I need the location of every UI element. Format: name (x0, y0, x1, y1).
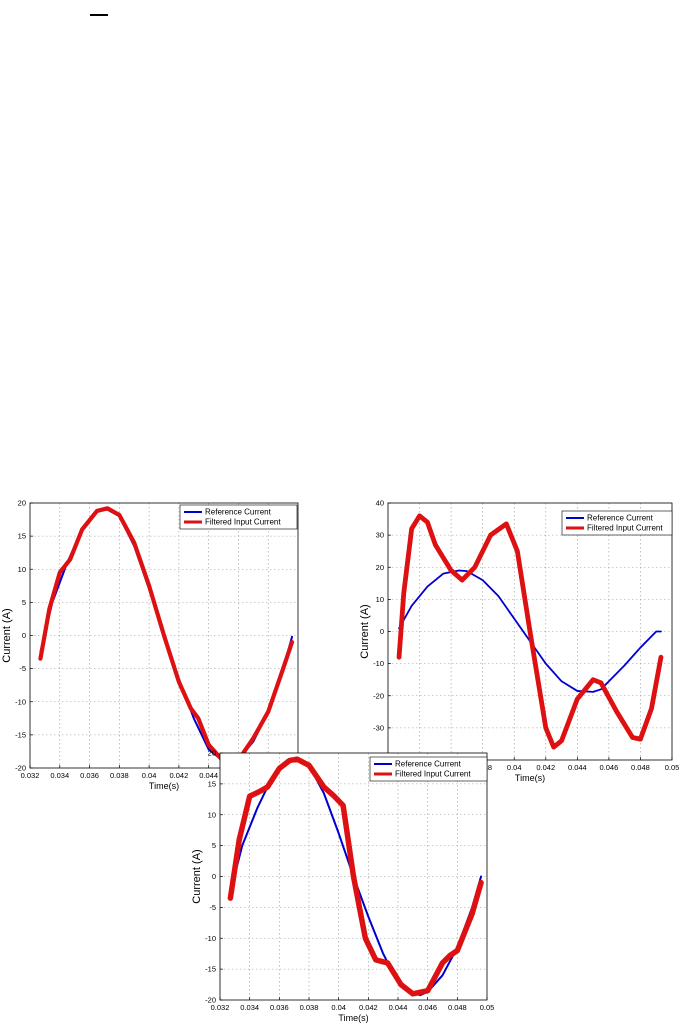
x-tick-label: 0.046 (418, 1003, 437, 1012)
x-tick-label: 0.05 (665, 763, 680, 772)
y-tick-label: 20 (208, 749, 216, 758)
x-tick-label: 0.042 (359, 1003, 378, 1012)
y-tick-label: -20 (205, 996, 216, 1005)
x-tick-label: 0.044 (568, 763, 587, 772)
x-axis-label: Time(s) (149, 781, 179, 791)
x-tick-label: 0.036 (270, 1003, 289, 1012)
y-tick-label: -10 (15, 697, 26, 706)
y-tick-label: 0 (212, 872, 216, 881)
x-tick-label: 0.032 (211, 1003, 230, 1012)
x-axis-label: Time(s) (515, 773, 545, 783)
legend (369, 756, 488, 782)
y-axis-label: Current (A) (1, 608, 13, 662)
axis-frame (387, 502, 673, 761)
x-tick-label: 0.046 (599, 763, 618, 772)
legend-label: Reference Current (395, 760, 462, 769)
x-tick-label: 0.05 (480, 1003, 495, 1012)
x-tick-label: 0.038 (110, 771, 129, 780)
chart-3: 0.032 0.034 0.036 0.038 0.04 0.042 0.044 0.046 0… (191, 749, 495, 1024)
x-axis-label: Time(s) (338, 1013, 368, 1023)
x-tick-label: 0.034 (50, 771, 69, 780)
y-tick-label: 5 (212, 841, 216, 850)
y-tick-label: 15 (18, 532, 26, 541)
y-tick-label: 5 (22, 598, 26, 607)
y-tick-label: -20 (373, 691, 384, 700)
axis-frame (219, 752, 488, 1001)
y-tick-label: -5 (19, 664, 26, 673)
legend (561, 510, 673, 536)
x-tick-label: 0.042 (169, 771, 188, 780)
x-tick-label: 0.04 (507, 763, 522, 772)
y-tick-label: -20 (15, 764, 26, 773)
y-axis-label: Current (A) (359, 604, 371, 658)
legend-label: Filtered Input Current (395, 770, 471, 779)
y-tick-label: 30 (376, 531, 384, 540)
legend-label: Reference Current (205, 508, 272, 517)
y-tick-label: 0 (22, 631, 26, 640)
series-line-reference-current (398, 569, 662, 693)
x-tick-label: 0.044 (389, 1003, 408, 1012)
y-axis-label: Current (A) (191, 849, 203, 903)
header-rule (90, 14, 108, 16)
y-tick-label: -15 (15, 730, 26, 739)
x-tick-label: 0.042 (536, 763, 555, 772)
x-tick-label: 0.036 (80, 771, 99, 780)
legend-label: Reference Current (587, 514, 654, 523)
y-tick-label: -15 (205, 965, 216, 974)
x-tick-label: 0.048 (631, 763, 650, 772)
y-tick-label: -10 (205, 934, 216, 943)
y-tick-label: -30 (373, 723, 384, 732)
legend-label: Filtered Input Current (587, 524, 663, 533)
y-tick-label: 20 (376, 563, 384, 572)
axis-frame (29, 502, 299, 769)
x-tick-label: 0.034 (240, 1003, 259, 1012)
legend-label: Filtered Input Current (205, 518, 281, 527)
y-tick-label: 15 (208, 779, 216, 788)
y-tick-label: 0 (380, 627, 384, 636)
y-tick-label: -5 (209, 903, 216, 912)
y-tick-label: 10 (376, 595, 384, 604)
y-tick-label: 10 (208, 810, 216, 819)
series-line-filtered-input-current (396, 513, 664, 750)
x-tick-label: 0.038 (300, 1003, 319, 1012)
series-line-filtered-input-current (227, 756, 484, 997)
legend (179, 504, 298, 530)
x-tick-label: 0.04 (142, 771, 157, 780)
y-tick-label: 20 (18, 499, 26, 508)
x-tick-label: 0.044 (199, 771, 218, 780)
x-tick-label: 0.032 (21, 771, 40, 780)
y-tick-label: 10 (18, 565, 26, 574)
y-tick-label: 40 (376, 499, 384, 508)
y-tick-label: -10 (373, 659, 384, 668)
x-tick-label: 0.04 (331, 1003, 346, 1012)
series-line-filtered-input-current (38, 506, 295, 766)
x-tick-label: 0.048 (448, 1003, 467, 1012)
